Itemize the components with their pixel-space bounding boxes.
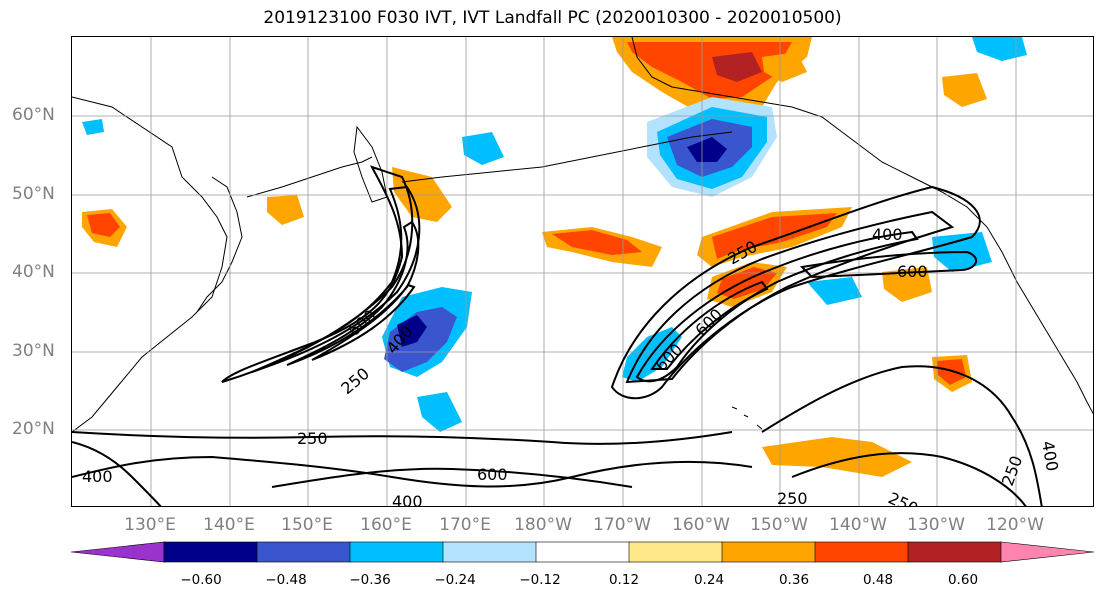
contour-label: 250 bbox=[998, 453, 1026, 488]
colorbar-cell bbox=[349, 541, 444, 563]
lat-label-50n: 50°N bbox=[12, 184, 55, 204]
coastline-hawaii bbox=[731, 406, 763, 430]
shade-gulf-navy bbox=[687, 137, 727, 162]
coastline-aleutians bbox=[401, 131, 733, 183]
colorbar-tick-label: −0.12 bbox=[519, 572, 561, 588]
colorbar-tick-label: −0.60 bbox=[180, 572, 222, 588]
shade-cyan-patch-10 bbox=[972, 37, 1027, 61]
lat-label-40n: 40°N bbox=[12, 262, 55, 282]
shade-alaska-darkred bbox=[712, 52, 762, 82]
shade-nepac2-red bbox=[717, 267, 777, 299]
shade-cyan-patch-14 bbox=[417, 392, 462, 432]
coastline-layer bbox=[72, 37, 1093, 433]
shade-nepac-red bbox=[712, 213, 837, 259]
contour-east-250 bbox=[761, 365, 1043, 506]
coastline-namerica bbox=[881, 161, 1093, 415]
colorbar-cell bbox=[535, 541, 630, 563]
lon-label-150e: 150°E bbox=[281, 515, 333, 535]
colorbar-cell bbox=[814, 541, 909, 563]
contour-nepac-800 bbox=[650, 280, 769, 370]
contour-label: 400 bbox=[1038, 439, 1062, 472]
shade-cyan-patch-15 bbox=[807, 277, 862, 305]
contour-nepac-600a bbox=[635, 230, 919, 383]
colorbar-cell bbox=[721, 541, 816, 563]
colorbar-tick-label: −0.48 bbox=[265, 572, 307, 588]
gridlines bbox=[72, 37, 1093, 506]
colorbar-tick-label: −0.24 bbox=[434, 572, 476, 588]
contour-south-600 bbox=[271, 467, 633, 488]
shade-orange-patch-4 bbox=[392, 167, 452, 222]
map-panel: 600 400 250 600 250 600 600 400 400 600 … bbox=[71, 36, 1094, 507]
shade-orange-patch-11 bbox=[942, 73, 987, 107]
colorbar-tick-label: 0.36 bbox=[778, 572, 810, 588]
lon-label-120w: 120°W bbox=[986, 515, 1044, 535]
contour-nepac-600b bbox=[799, 250, 977, 279]
lon-label-170w: 170°W bbox=[593, 515, 651, 535]
colorbar-cell bbox=[163, 541, 258, 563]
coastline-kamchatka bbox=[353, 125, 388, 203]
shade-orange-patch-6 bbox=[762, 437, 912, 477]
ivt-contours bbox=[72, 165, 1043, 506]
contour-label: 400 bbox=[82, 467, 113, 486]
contour-nwpac-800 bbox=[311, 283, 416, 361]
lon-label-130e: 130°E bbox=[124, 515, 176, 535]
shade-red-patch-1 bbox=[552, 230, 642, 255]
coastline-alaska bbox=[631, 37, 883, 163]
contour-label: 400 bbox=[392, 492, 423, 507]
colorbar-cell bbox=[442, 541, 537, 563]
map-canvas: 600 400 250 600 250 600 600 400 400 600 … bbox=[72, 37, 1093, 507]
contour-label: 250 bbox=[297, 429, 328, 448]
shade-nwpac-navy bbox=[397, 315, 427, 347]
lon-label-140w: 140°W bbox=[829, 515, 887, 535]
colorbar-cell bbox=[628, 541, 723, 563]
colorbar-tick-label: 0.24 bbox=[693, 572, 725, 588]
shade-red-patch-5 bbox=[937, 359, 966, 385]
contour-nwpac-400 bbox=[251, 185, 421, 373]
contour-nepac-400 bbox=[625, 210, 955, 384]
contour-south-250 bbox=[72, 431, 733, 445]
colorbar-cell bbox=[1000, 541, 1095, 563]
contour-label: 600 bbox=[477, 465, 508, 484]
lat-label-60n: 60°N bbox=[12, 105, 55, 125]
colorbar-tick-label: 0.60 bbox=[947, 572, 979, 588]
colorbar-tick-label: 0.48 bbox=[862, 572, 894, 588]
lon-label-160w: 160°W bbox=[672, 515, 730, 535]
contour-label: 250 bbox=[777, 489, 808, 507]
shade-red-patch-3 bbox=[87, 213, 120, 237]
contour-nwpac-600 bbox=[286, 220, 420, 366]
coastline-kuril bbox=[246, 156, 373, 198]
shade-cyan-patch-13 bbox=[82, 119, 104, 135]
colorbar-cells bbox=[70, 541, 1095, 563]
contour-west-250 bbox=[72, 441, 162, 506]
lat-label-20n: 20°N bbox=[12, 419, 55, 439]
coastline-asia bbox=[72, 96, 228, 433]
lon-label-150w: 150°W bbox=[750, 515, 808, 535]
colorbar-cell bbox=[70, 541, 165, 563]
lon-label-130w: 130°W bbox=[907, 515, 965, 535]
contour-label: 400 bbox=[872, 225, 903, 244]
chart-title: 2019123100 F030 IVT, IVT Landfall PC (20… bbox=[263, 8, 842, 28]
shade-cyan-patch-12 bbox=[462, 132, 504, 165]
contour-east-400 bbox=[791, 452, 1027, 506]
contour-label: 250 bbox=[337, 364, 373, 398]
colorbar-cell bbox=[907, 541, 1002, 563]
contour-label: 600 bbox=[897, 262, 928, 281]
coastline-japan bbox=[196, 176, 243, 313]
lon-label-180w: 180°W bbox=[514, 515, 572, 535]
shade-orange-patch-2 bbox=[267, 195, 304, 225]
lon-label-160e: 160°E bbox=[360, 515, 412, 535]
colorbar-tick-label: 0.12 bbox=[608, 572, 640, 588]
contour-nepac-250 bbox=[610, 185, 981, 400]
lon-label-170e: 170°E bbox=[439, 515, 491, 535]
colorbar-tick-label: −0.36 bbox=[349, 572, 391, 588]
shade-orange-patch-9 bbox=[762, 52, 807, 82]
lon-label-140e: 140°E bbox=[203, 515, 255, 535]
colorbar-cell bbox=[256, 541, 351, 563]
colorbar bbox=[70, 541, 1095, 563]
contour-label: 250 bbox=[885, 488, 921, 507]
shade-orange-patch-7 bbox=[882, 267, 932, 302]
lat-label-30n: 30°N bbox=[12, 341, 55, 361]
contour-south-400 bbox=[72, 455, 753, 488]
